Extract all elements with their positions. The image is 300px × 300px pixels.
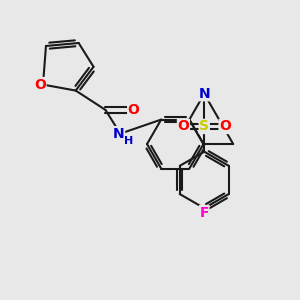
Text: N: N	[113, 127, 124, 141]
Text: F: F	[200, 206, 209, 220]
Text: O: O	[219, 119, 231, 134]
Text: N: N	[198, 87, 210, 101]
Text: S: S	[199, 119, 209, 134]
Text: O: O	[34, 78, 46, 92]
Text: H: H	[124, 136, 133, 146]
Text: O: O	[128, 103, 140, 117]
Text: O: O	[178, 119, 189, 134]
